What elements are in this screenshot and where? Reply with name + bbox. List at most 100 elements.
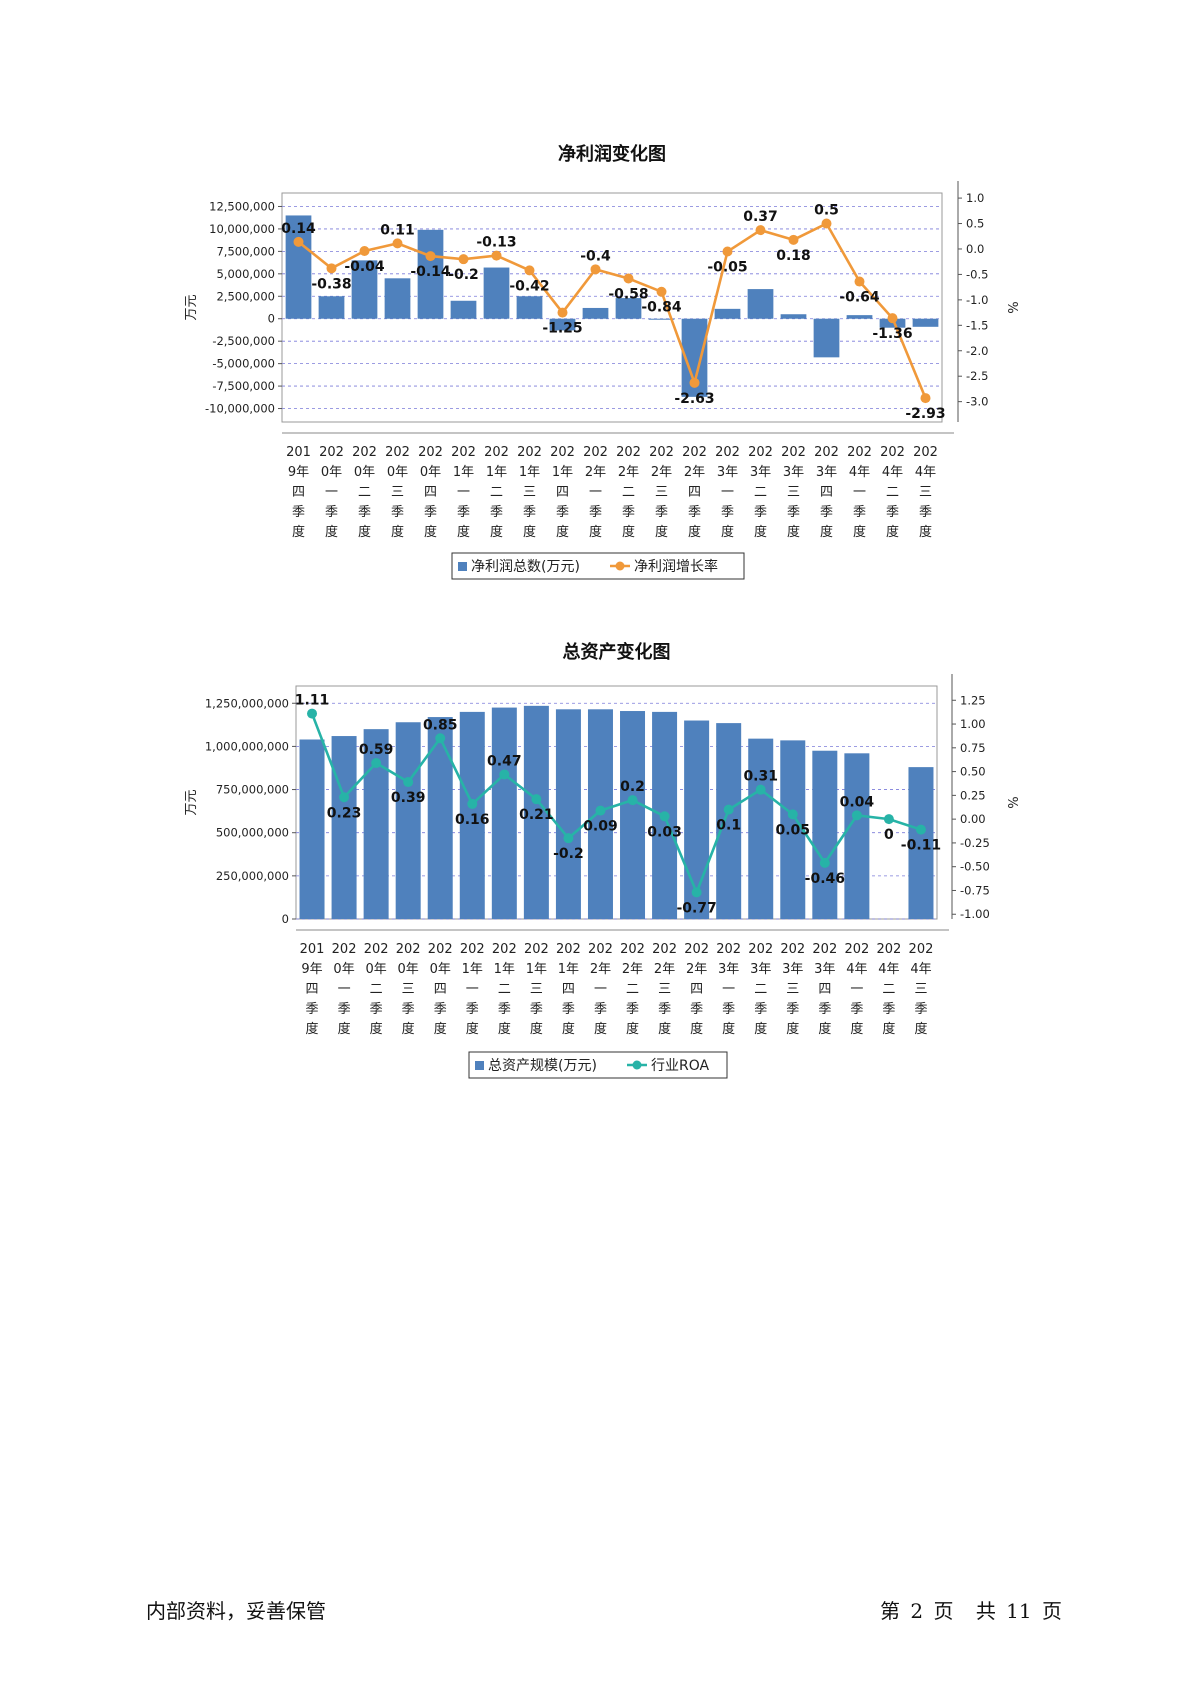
y-tick-label: 250,000,000 [216,869,289,883]
data-label: -1.36 [872,326,912,342]
x-tick-label: 度 [754,524,767,540]
x-tick-label: 度 [466,1021,479,1037]
x-tick-label: 一 [466,982,479,997]
bar [812,750,838,919]
bar [459,711,485,919]
x-tick-label: 季 [402,1002,415,1017]
x-tick-label: 0年 [387,465,408,480]
line-series [297,221,927,399]
y2-tick-label: -2.5 [966,369,988,383]
legend-bar-swatch [475,1061,484,1070]
data-label: 0.11 [380,222,415,238]
x-tick-label: 二 [754,485,767,500]
line-point [563,833,574,844]
x-tick-label: 季 [490,505,503,520]
bar [384,278,411,319]
x-tick-label: 202 [877,942,902,957]
y-tick-label: 12,500,000 [209,199,275,213]
y-tick-label: 5,000,000 [216,267,275,281]
bar [846,315,873,319]
data-label: 0.14 [281,221,316,237]
x-tick-label: 四 [688,485,701,500]
x-tick-label: 2年 [618,465,639,480]
bar [549,318,576,331]
x-tick-label: 0年 [333,962,354,977]
line-point [722,246,733,257]
x-tick-label: 一 [853,485,866,500]
x-tick-label: 季 [626,1002,639,1017]
x-tick-label: 度 [370,1021,383,1037]
x-tick-label: 202 [396,942,421,957]
y2-tick-label: 0.25 [960,788,986,802]
data-label: 0.05 [776,822,811,838]
y-tick-label: 10,000,000 [209,222,275,236]
x-tick-label: 季 [424,505,437,520]
x-tick-label: 4年 [910,962,931,977]
x-tick-label: 季 [721,505,734,520]
y-tick-label: 1,250,000,000 [205,696,289,710]
data-label: 0.85 [423,717,458,733]
bar [582,307,609,319]
x-tick-label: 2年 [590,962,611,977]
bar [912,318,939,327]
x-tick-label: 季 [434,1002,447,1017]
x-tick-label: 度 [688,524,701,540]
x-tick-label: 季 [391,505,404,520]
x-tick-label: 3年 [750,962,771,977]
line-point [755,225,766,236]
x-tick-label: 季 [688,505,701,520]
y2-tick-label: 0.75 [960,741,986,755]
x-tick-label: 度 [658,1021,671,1037]
x-tick-label: 1年 [494,962,515,977]
line-point [499,769,510,780]
x-tick-label: 202 [844,942,869,957]
x-tick-label: 季 [338,1002,351,1017]
data-label: -0.14 [410,264,451,280]
x-tick-label: 度 [556,524,569,540]
x-tick-label: 202 [451,445,476,460]
line-point [326,263,337,274]
line-point [691,887,702,898]
line-point [627,795,638,806]
x-tick-label: 202 [616,445,641,460]
x-tick-label: 202 [364,942,389,957]
x-tick-label: 202 [319,445,344,460]
x-tick-label: 一 [721,485,734,500]
x-tick-label: 四 [434,982,447,997]
bar [844,753,870,919]
x-tick-label: 202 [716,942,741,957]
data-label: -0.4 [580,248,611,264]
y2-axis-title: % [1004,301,1019,313]
line-point [787,809,798,820]
legend-line-marker [632,1060,642,1070]
y2-tick-label: 1.00 [960,717,986,731]
data-label: 0.03 [647,824,682,840]
x-tick-label: 度 [754,1021,767,1037]
bar [491,707,517,919]
x-tick-label: 度 [338,1021,351,1037]
data-label: 0.59 [359,742,394,758]
y-tick-label: 500,000,000 [216,826,289,840]
x-tick-label: 2年 [684,465,705,480]
line-point [307,708,318,719]
x-tick-label: 一 [457,485,470,500]
legend-line-label: 行业ROA [651,1058,710,1074]
x-tick-label: 202 [880,445,905,460]
x-tick-label: 季 [466,1002,479,1017]
legend-line-marker [615,561,625,571]
x-tick-label: 度 [594,1021,607,1037]
legend-box [468,1051,728,1079]
data-label: -0.64 [839,290,880,306]
legend-box [451,552,745,580]
x-tick-label: 三 [919,485,932,500]
x-tick-label: 202 [588,942,613,957]
line-point [851,810,862,821]
x-tick-label: 4年 [915,465,936,480]
bar [813,318,840,358]
x-tick-label: 一 [325,485,338,500]
x-tick-label: 季 [523,505,536,520]
x-tick-label: 0年 [430,962,451,977]
x-tick-label: 季 [690,1002,703,1017]
x-tick-label: 202 [652,942,677,957]
data-label: 0.04 [840,794,875,810]
